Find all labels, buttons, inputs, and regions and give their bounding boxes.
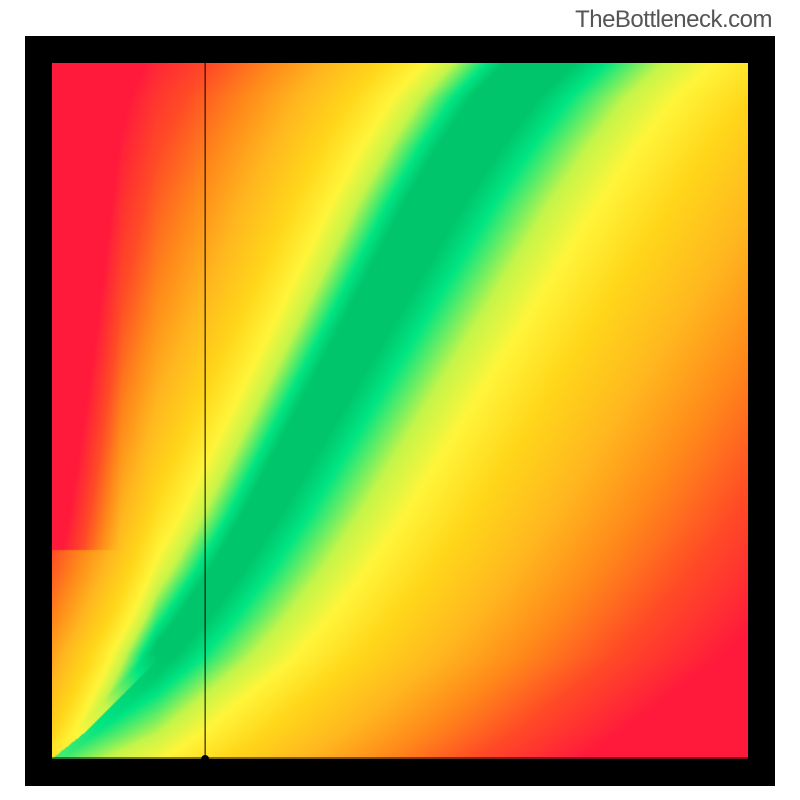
bottleneck-heatmap: [25, 36, 775, 786]
attribution-text: TheBottleneck.com: [575, 6, 772, 34]
heatmap-canvas: [52, 63, 748, 759]
screenshot-root: TheBottleneck.com: [0, 0, 800, 800]
